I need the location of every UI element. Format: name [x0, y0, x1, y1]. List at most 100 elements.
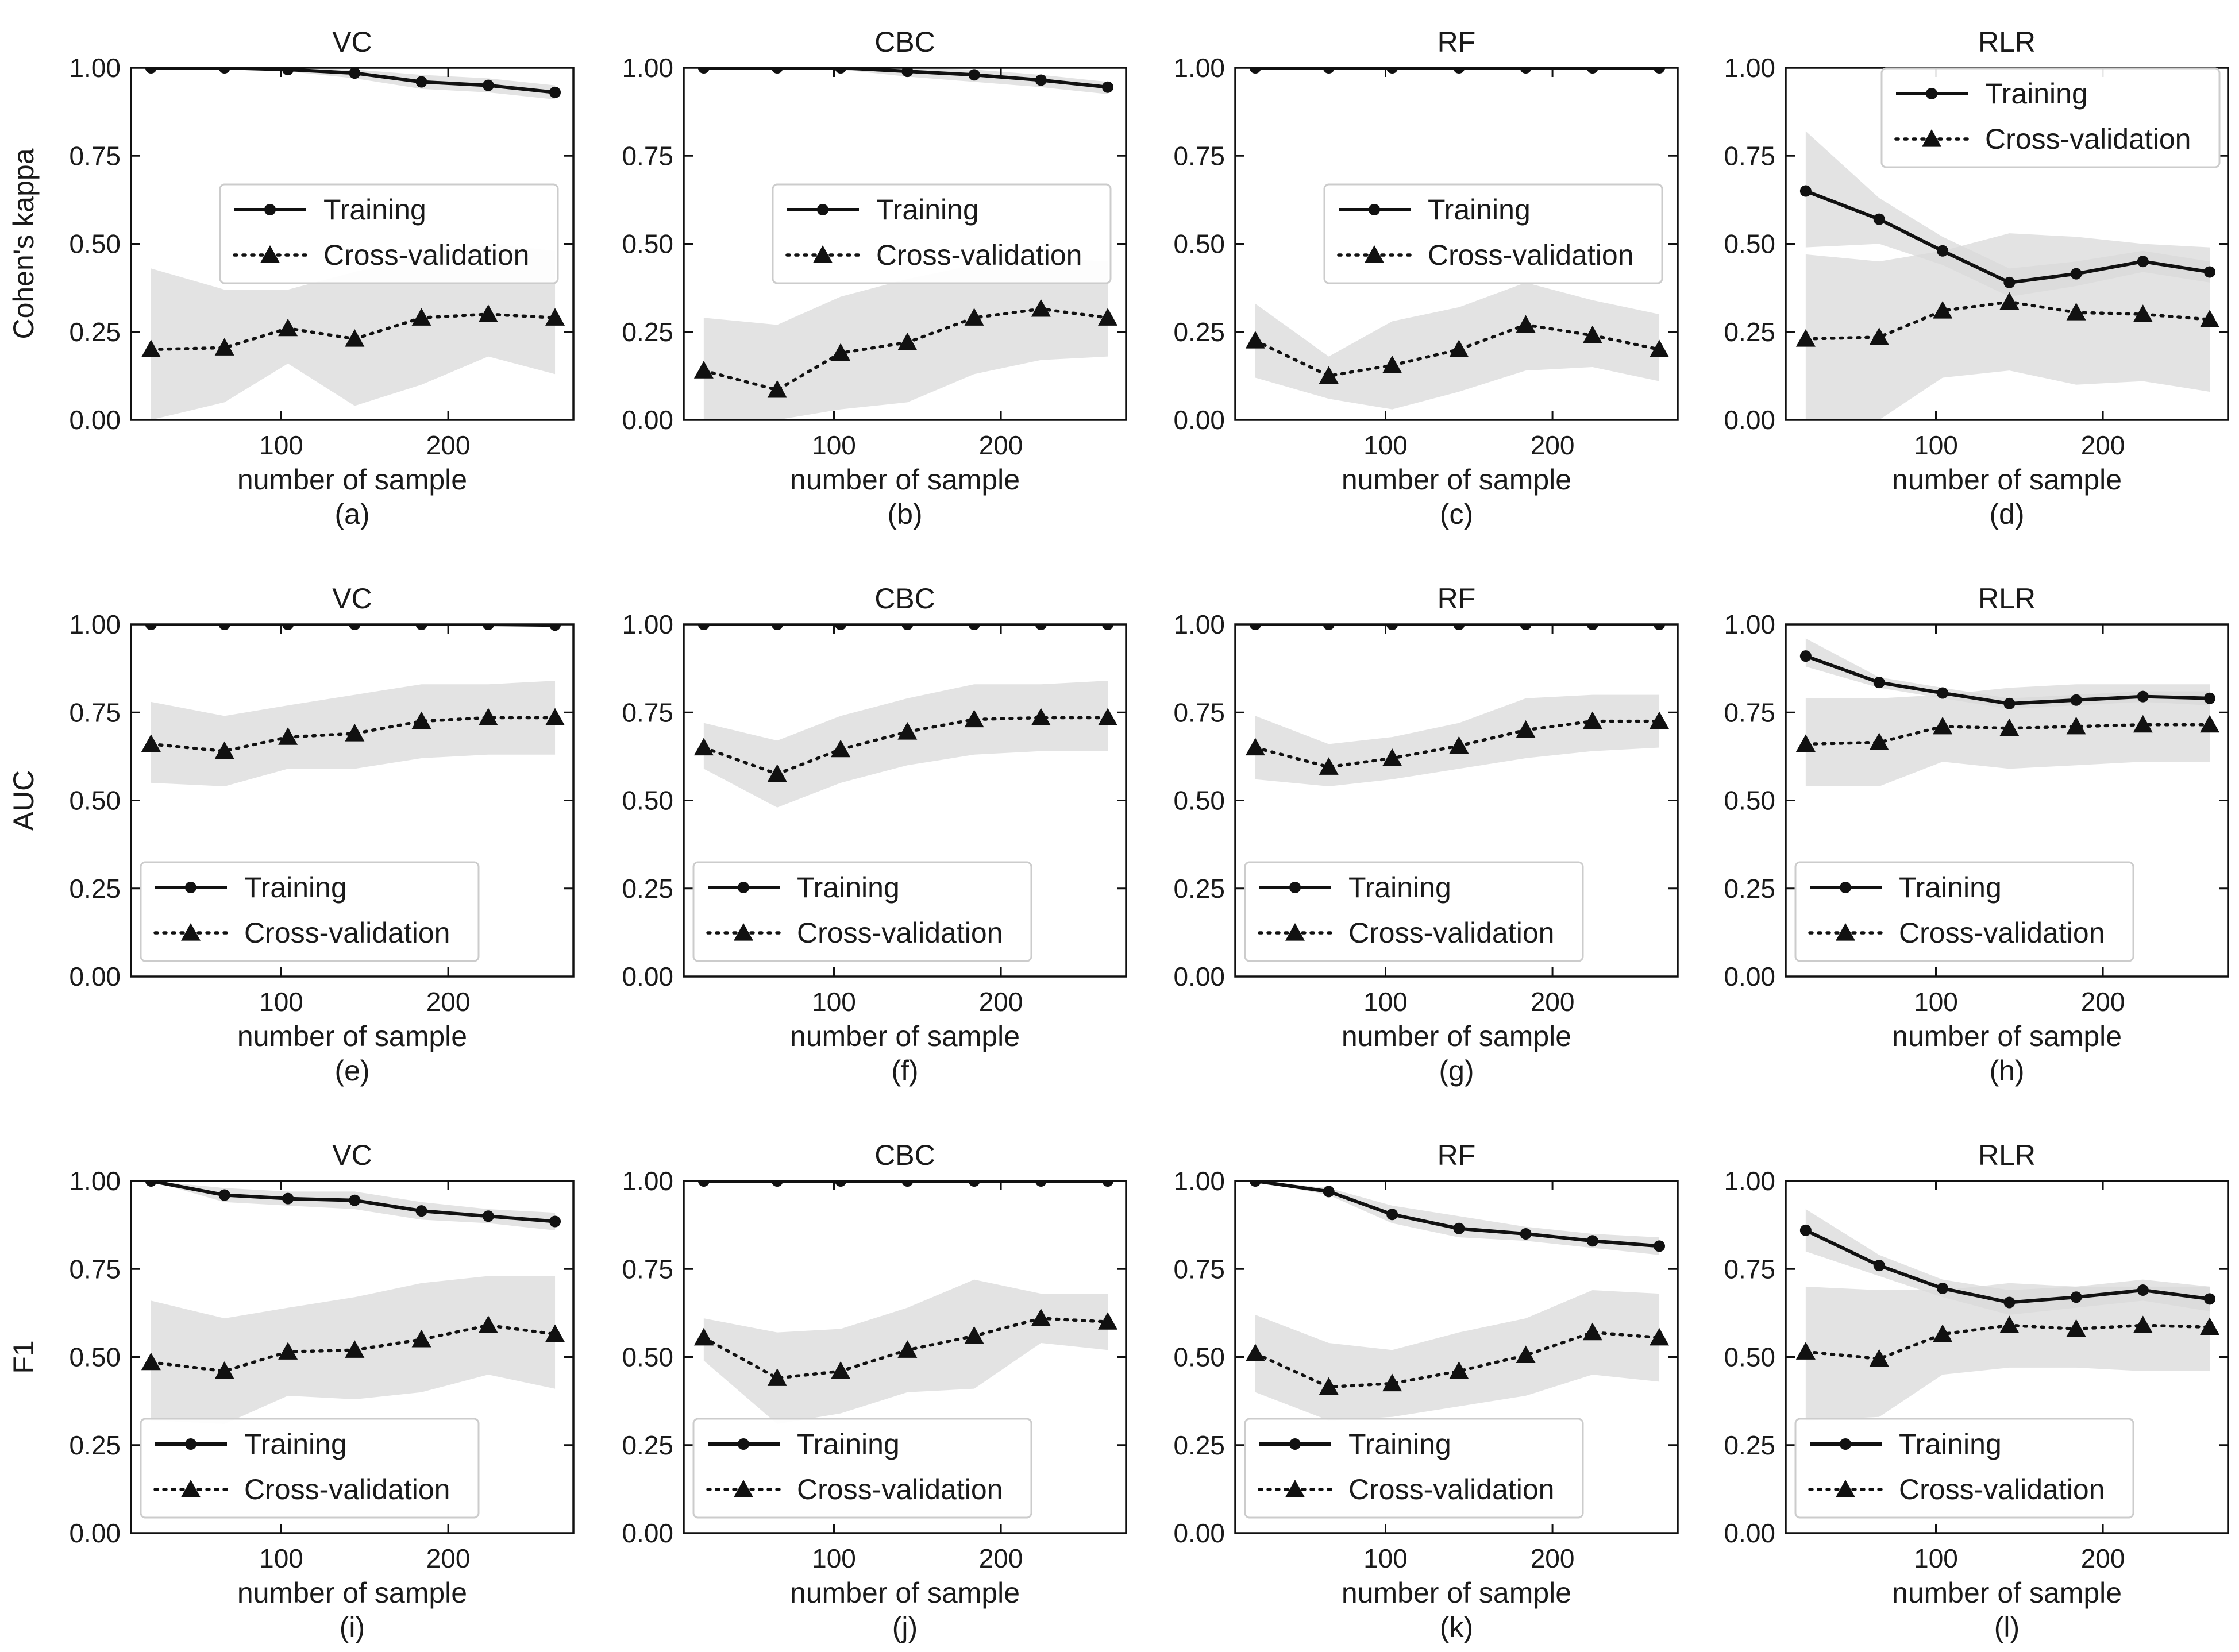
training-point — [771, 1181, 783, 1187]
plot-area — [1245, 1181, 1670, 1421]
chart-panel-a: 0.00 0.25 0.50 0.75 1.00 100 200 VC number of sa… — [7, 26, 575, 530]
cv-point — [278, 318, 298, 337]
x-tick-label: 100 — [812, 430, 856, 460]
y-tick-label: 0.25 — [69, 317, 121, 347]
cv-point — [1999, 1315, 2020, 1333]
training-point — [1386, 68, 1398, 74]
cv-point — [214, 338, 234, 356]
plot-area — [693, 68, 1118, 420]
y-tick-label: 0.25 — [1173, 874, 1225, 904]
x-tick-label: 200 — [426, 1543, 471, 1573]
cv-point — [767, 1368, 787, 1386]
cv-point — [831, 739, 851, 758]
legend: Training Cross-validation — [140, 1418, 480, 1519]
training-point — [218, 624, 230, 630]
cv-point — [2133, 304, 2153, 322]
y-tick-label: 0.50 — [622, 786, 673, 816]
x-tick-label: 100 — [1363, 1543, 1408, 1573]
panel-title: VC — [332, 1139, 372, 1171]
x-tick-label: 200 — [426, 987, 471, 1017]
legend: Training Cross-validation — [1794, 861, 2134, 962]
cv-point — [478, 708, 498, 726]
training-point — [1102, 81, 1114, 93]
training-point — [697, 68, 710, 74]
legend-cv-marker — [1285, 1480, 1305, 1497]
y-tick-label: 0.00 — [69, 405, 121, 435]
cv-point — [897, 333, 918, 350]
legend-cv-marker — [1922, 129, 1941, 147]
training-point — [145, 624, 157, 630]
x-tick-label: 100 — [812, 987, 856, 1017]
plot-area — [693, 624, 1118, 808]
x-axis-label: number of sample — [790, 1577, 1020, 1609]
training-point — [1323, 624, 1335, 630]
cv-point — [831, 1361, 851, 1379]
cv-point — [1933, 1324, 1953, 1342]
cv-point — [278, 1342, 298, 1360]
cv-point — [1245, 1344, 1265, 1361]
training-point — [1654, 68, 1666, 74]
chart-panel-d: 0.00 0.25 0.50 0.75 1.00 100 200 RLR number of s… — [1724, 26, 2229, 530]
y-tick-label: 0.25 — [622, 317, 673, 347]
y-tick-label: 0.00 — [69, 962, 121, 991]
panel-label: (l) — [1994, 1611, 2020, 1643]
legend-cv-label: Cross-validation — [797, 917, 1003, 949]
plot-area — [1795, 131, 2220, 420]
cv-point — [1795, 734, 1816, 752]
legend-training-label: Training — [244, 871, 347, 904]
training-point — [1102, 1181, 1114, 1187]
y-tick-label: 0.75 — [622, 141, 673, 171]
x-tick-label: 100 — [1363, 987, 1408, 1017]
y-tick-label: 0.75 — [1724, 141, 1775, 171]
training-point — [549, 1215, 561, 1228]
training-point — [1035, 1181, 1047, 1187]
training-point — [1654, 624, 1666, 630]
x-axis-label: number of sample — [237, 1577, 467, 1609]
cv-point — [1795, 329, 1816, 347]
training-band — [1255, 1181, 1660, 1255]
legend-training-marker — [1289, 1438, 1301, 1450]
training-point — [968, 69, 980, 81]
legend-cv-label: Cross-validation — [244, 917, 450, 949]
training-point — [1323, 68, 1335, 74]
cv-band — [1805, 233, 2210, 420]
y-tick-label: 1.00 — [622, 53, 673, 83]
x-axis-label: number of sample — [237, 464, 467, 496]
legend-training-marker — [1926, 88, 1937, 99]
plot-area — [1245, 68, 1670, 410]
cv-point — [1650, 339, 1670, 357]
legend-training-label: Training — [1899, 871, 2002, 904]
training-point — [1799, 185, 1812, 197]
training-point — [2003, 1296, 2016, 1309]
y-tick-label: 0.25 — [69, 874, 121, 904]
training-point — [1873, 1260, 1885, 1272]
y-tick-label: 0.75 — [1173, 1254, 1225, 1284]
x-axis-label: number of sample — [790, 464, 1020, 496]
cv-point — [411, 308, 431, 326]
x-tick-label: 100 — [259, 1543, 303, 1573]
y-tick-label: 1.00 — [1724, 1166, 1775, 1196]
y-tick-label: 0.25 — [622, 1430, 673, 1460]
cv-point — [1516, 720, 1536, 738]
cv-point — [693, 738, 714, 756]
cv-band — [1805, 1283, 2210, 1421]
cv-point — [1098, 708, 1118, 726]
cv-point — [141, 339, 161, 357]
training-point — [349, 624, 361, 630]
training-band — [1805, 131, 2210, 297]
training-point — [1249, 624, 1261, 630]
legend-training-marker — [1369, 204, 1380, 215]
training-point — [1586, 68, 1598, 74]
legend-cv-label: Cross-validation — [1348, 1473, 1554, 1506]
panel-label: (d) — [1989, 498, 2024, 530]
y-tick-label: 0.75 — [622, 697, 673, 727]
y-tick-label: 0.50 — [1173, 229, 1225, 259]
training-point — [1249, 1181, 1261, 1187]
y-tick-label: 0.00 — [1724, 1518, 1775, 1548]
y-axis-label: F1 — [7, 1340, 40, 1373]
cv-point — [2133, 1315, 2153, 1333]
y-tick-label: 0.00 — [1173, 1518, 1225, 1548]
y-tick-label: 0.75 — [69, 141, 121, 171]
cv-point — [545, 308, 565, 326]
panel-title: RF — [1438, 26, 1476, 58]
